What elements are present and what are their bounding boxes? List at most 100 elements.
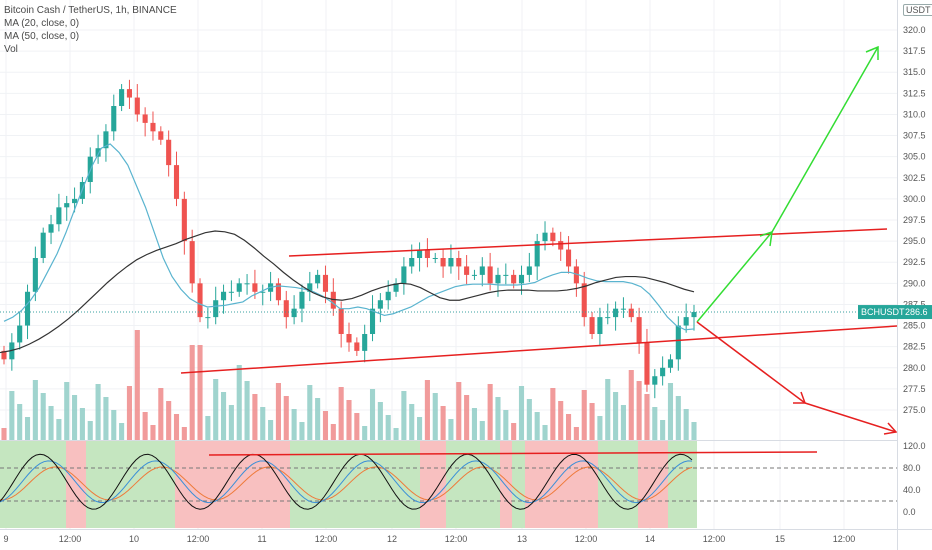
x-tick-label: 12: [387, 534, 397, 544]
volume-bar: [518, 386, 525, 440]
volume-bar: [369, 389, 376, 440]
volume-bar: [213, 379, 219, 440]
candle-body: [613, 308, 619, 318]
candle-body: [244, 283, 250, 285]
x-tick-label: 12:00: [575, 534, 598, 544]
y-tick-label: 297.5: [903, 215, 926, 225]
y-tick-label: 290.0: [903, 278, 926, 288]
oscillator-band: [470, 441, 500, 528]
y-tick-label: 275.0: [903, 405, 926, 415]
candle-body: [103, 131, 109, 149]
oscillator-band: [372, 441, 420, 528]
currency-badge[interactable]: USDT: [903, 4, 932, 16]
volume-bar: [9, 391, 15, 440]
oscillator-band: [446, 441, 470, 528]
volume-bar: [628, 370, 634, 440]
oscillator-band: [608, 441, 638, 528]
candle-body: [683, 317, 689, 326]
last-price-value: 286.6: [905, 307, 928, 317]
candle-body: [487, 266, 493, 284]
oscillator-smooth-line: [0, 460, 693, 504]
volume-bar: [565, 414, 572, 440]
volume-bar: [111, 410, 117, 440]
volume-bar: [119, 423, 125, 440]
volume-bar: [126, 386, 133, 440]
y-tick-label: 295.0: [903, 236, 926, 246]
volume-bar: [605, 379, 611, 440]
y-tick-label: 292.5: [903, 257, 926, 267]
volume-bar: [660, 420, 666, 440]
volume-bar: [511, 423, 517, 440]
green-arrow-2: [771, 46, 879, 233]
volume-bar: [40, 393, 46, 440]
candle-body: [205, 317, 211, 319]
volume-bar: [636, 381, 642, 440]
oscillator-band: [260, 441, 290, 528]
last-price-tag: [858, 305, 932, 320]
candle-body: [56, 207, 62, 225]
volume-bar: [456, 382, 462, 440]
candle-body: [354, 342, 360, 351]
candle-body: [667, 359, 674, 368]
volume-bar: [464, 395, 470, 440]
volume-bar: [526, 399, 532, 440]
candle-body: [581, 283, 587, 318]
oscillator-band: [500, 441, 512, 528]
volume-bar: [134, 330, 140, 440]
volume-bar: [299, 422, 305, 440]
candle-body: [628, 308, 634, 318]
oscillator-band: [175, 441, 260, 528]
volume-bar: [330, 424, 336, 440]
volume-bar: [142, 412, 148, 440]
volume-bar: [72, 395, 78, 440]
volume-bar: [291, 409, 297, 440]
volume-bar: [228, 405, 234, 440]
candle-body: [511, 274, 517, 284]
oscillator-signal-line: [0, 466, 693, 501]
candle-body: [362, 334, 368, 351]
candle-body: [589, 317, 595, 334]
oscillator-line: [0, 453, 693, 510]
volume-bar: [495, 397, 501, 440]
y-tick-label: 287.5: [903, 299, 926, 309]
ma20-line: [3, 143, 695, 331]
y-tick-label: 307.5: [903, 131, 926, 141]
candle-body: [1, 350, 7, 360]
volume-bar: [683, 409, 689, 440]
y-tick-label: 282.5: [903, 342, 926, 352]
candle-body: [660, 367, 666, 377]
candle-body: [409, 258, 415, 267]
candle-body: [236, 283, 242, 292]
candle-body: [173, 165, 180, 199]
volume-bar: [244, 381, 250, 440]
candle-body: [464, 266, 470, 275]
volume-bar: [307, 385, 313, 440]
candle-body: [456, 258, 462, 267]
candle-body: [691, 312, 697, 318]
osc-y-tick-label: 40.0: [903, 485, 921, 495]
volume-bar: [189, 345, 195, 440]
candle-body: [283, 300, 289, 318]
volume-bar: [95, 384, 101, 440]
volume-bar: [589, 403, 595, 440]
volume-bar: [401, 391, 407, 440]
oscillator-band: [290, 441, 372, 528]
channel-upper-line: [288, 228, 888, 257]
y-tick-label: 312.5: [903, 88, 926, 98]
candle-body: [32, 258, 38, 292]
y-tick-label: 315.0: [903, 67, 926, 77]
volume-bar: [275, 383, 281, 440]
candle-body: [605, 317, 611, 319]
volume-bar: [197, 345, 203, 440]
candle-body: [432, 258, 438, 259]
volume-bar: [691, 422, 697, 440]
candle-body: [495, 274, 501, 284]
volume-bar: [675, 396, 681, 440]
candle-body: [558, 241, 564, 250]
volume-bar: [56, 419, 62, 440]
osc-y-tick-label: 120.0: [903, 441, 926, 451]
candle-body: [111, 106, 117, 132]
volume-bar: [268, 420, 274, 440]
volume-bar: [354, 413, 360, 440]
